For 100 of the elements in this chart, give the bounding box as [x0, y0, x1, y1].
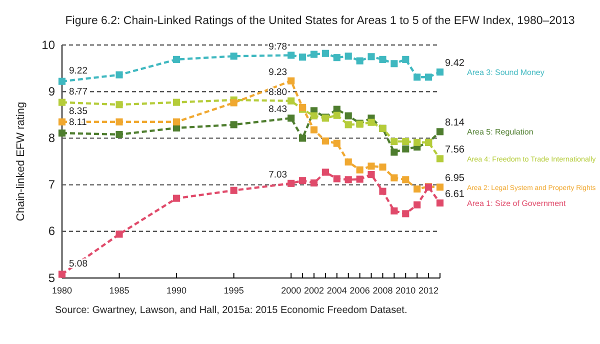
point	[310, 179, 318, 186]
point	[310, 126, 318, 134]
point	[425, 74, 432, 81]
point	[173, 118, 180, 126]
point	[58, 78, 66, 85]
point	[116, 130, 123, 138]
data-label: 7.03	[268, 169, 288, 180]
y-tick-label: 8	[48, 131, 56, 146]
y-tick-label: 5	[48, 270, 56, 285]
point	[414, 201, 421, 208]
point	[390, 60, 398, 68]
point	[402, 210, 410, 218]
point	[379, 164, 386, 171]
point	[230, 186, 238, 194]
y-tick-label: 10	[42, 38, 56, 52]
point	[288, 52, 295, 59]
point	[299, 134, 306, 142]
point	[116, 118, 123, 126]
data-label: 9.23	[268, 66, 288, 78]
data-label: 8.80	[268, 86, 288, 98]
point	[58, 118, 66, 126]
point	[356, 166, 364, 174]
point	[368, 53, 375, 60]
x-tick-label: 1990	[166, 286, 187, 296]
x-tick-label: 2008	[372, 286, 393, 296]
point	[230, 121, 238, 128]
x-tick-label: 2000	[281, 286, 302, 296]
data-label: 8.14	[445, 118, 465, 129]
point	[356, 176, 364, 183]
point	[116, 71, 123, 78]
point	[368, 162, 375, 170]
point	[356, 57, 364, 64]
data-label: 9.42	[445, 58, 465, 70]
source-note: Source: Gwartney, Lawson, and Hall, 2015a: 2015 Economic Freedom Dataset.	[55, 305, 408, 316]
point	[344, 52, 352, 60]
point	[58, 130, 66, 137]
y-axis-title: Chain-linked EFW rating	[15, 102, 27, 222]
point	[402, 176, 410, 184]
point	[173, 56, 180, 63]
point	[344, 158, 352, 166]
point	[368, 118, 375, 126]
point	[344, 176, 352, 184]
y-tick-label: 6	[48, 224, 56, 238]
point	[368, 171, 375, 178]
text: Area 3: Sound Money	[467, 68, 544, 78]
data-label: 8.35	[69, 106, 88, 117]
point	[58, 270, 66, 278]
point	[414, 185, 421, 193]
point	[173, 194, 180, 202]
data-label: 7.56	[445, 144, 465, 156]
point	[436, 199, 444, 207]
point	[379, 56, 386, 63]
point	[116, 230, 123, 238]
point	[288, 97, 295, 104]
point	[344, 112, 352, 120]
data-label: 6.95	[445, 173, 465, 184]
point	[310, 112, 318, 120]
chart-title: Figure 6.2: Chain-Linked Ratings of the United States for Areas 1 to 5 of the EFW Index, 1980–2013	[65, 15, 575, 27]
point	[333, 112, 340, 119]
point	[414, 74, 421, 81]
point	[333, 175, 340, 182]
point	[333, 54, 340, 62]
point	[58, 98, 66, 106]
point	[288, 180, 295, 187]
point	[299, 177, 306, 184]
text: Area 1: Size of Government	[467, 198, 566, 208]
point	[322, 168, 329, 176]
x-tick-label: 1995	[224, 286, 244, 296]
point	[230, 99, 238, 106]
point	[288, 114, 295, 122]
x-tick-label: 2012	[418, 286, 439, 296]
point	[288, 77, 295, 84]
data-label: 6.61	[445, 188, 465, 200]
x-tick-label: 2004	[326, 286, 347, 296]
point	[390, 174, 398, 182]
point	[230, 52, 238, 60]
x-tick-label: 1985	[109, 286, 130, 296]
point	[344, 121, 352, 128]
x-tick-label: 1980	[52, 286, 72, 296]
point	[402, 138, 410, 145]
data-label: 9.22	[69, 65, 88, 76]
data-label: 9.78	[268, 41, 288, 52]
point	[310, 50, 318, 58]
text: Area 5: Regulation	[467, 128, 534, 137]
point	[322, 137, 329, 145]
point	[436, 128, 444, 136]
point	[402, 56, 410, 63]
point	[436, 155, 444, 162]
x-tick-label: 2006	[350, 286, 370, 296]
point	[390, 207, 398, 214]
x-tick-label: 2010	[396, 286, 416, 296]
point	[322, 50, 329, 57]
point	[414, 138, 421, 146]
point	[173, 98, 180, 106]
point	[436, 68, 444, 76]
point	[390, 148, 398, 156]
point	[333, 140, 340, 147]
point	[379, 188, 386, 195]
point	[402, 145, 410, 152]
x-tick-label: 2002	[304, 286, 324, 296]
